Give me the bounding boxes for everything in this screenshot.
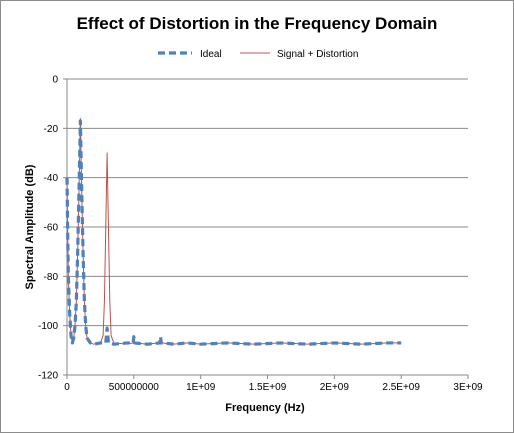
gridlines	[67, 78, 468, 327]
series-lines	[65, 117, 402, 346]
x-tick-labels: 0 500000000 1E+09 1.5E+09 2E+09 2.5E+09 3E+09	[64, 375, 483, 393]
series-line-signal-distortion	[66, 117, 402, 345]
legend-label-ideal: Ideal	[200, 49, 222, 60]
legend: Ideal Signal + Distortion	[158, 49, 358, 60]
y-tick-label-3: -60	[44, 223, 59, 234]
series-line-ideal	[65, 119, 402, 346]
y-tick-labels: 0 -20 -40 -60 -80 -100 -120	[38, 75, 67, 382]
y-tick-label-6: -120	[38, 371, 58, 382]
y-tick-label-4: -80	[44, 272, 59, 283]
x-tick-label-6: 3E+09	[453, 382, 483, 393]
x-tick-label-5: 2.5E+09	[382, 382, 420, 393]
legend-label-signal-distortion: Signal + Distortion	[277, 49, 358, 60]
y-tick-label-5: -100	[38, 321, 58, 332]
y-tick-label-2: -40	[44, 173, 59, 184]
x-tick-label-1: 500000000	[109, 382, 159, 393]
x-tick-label-3: 1.5E+09	[249, 382, 287, 393]
y-tick-label-0: 0	[52, 75, 58, 86]
x-tick-label-0: 0	[64, 382, 70, 393]
x-tick-label-2: 1E+09	[186, 382, 216, 393]
chart-title: Effect of Distortion in the Frequency Do…	[77, 14, 438, 33]
y-tick-label-1: -20	[44, 124, 59, 135]
x-axis-label: Frequency (Hz)	[225, 402, 305, 414]
y-axis-label: Spectral Amplitude (dB)	[24, 164, 36, 289]
x-tick-label-4: 2E+09	[320, 382, 350, 393]
